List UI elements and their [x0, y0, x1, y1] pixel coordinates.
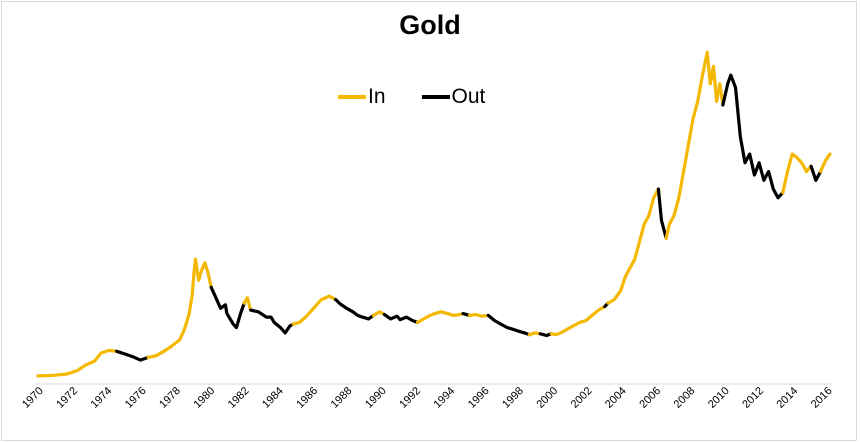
x-tick-label: 1992: [397, 385, 423, 411]
series-segment-out-7: [334, 298, 375, 321]
x-tick-label: 1980: [191, 385, 217, 411]
series-segment-out-13: [486, 313, 531, 337]
series-segment-out-9: [382, 312, 420, 324]
series-segment-out-15: [538, 332, 553, 338]
series-segment-in-6: [291, 294, 338, 326]
legend-label-out: Out: [451, 85, 486, 108]
series-layer: [36, 50, 832, 378]
series-segment-in-12: [467, 312, 490, 318]
x-tick-label: 2000: [534, 385, 560, 411]
x-tick-label: 1984: [260, 385, 286, 411]
chart-legend: In Out: [338, 84, 521, 110]
x-tick-label: 2004: [603, 385, 629, 411]
x-tick-label: 2002: [569, 385, 595, 411]
series-segment-out-19: [656, 187, 668, 240]
legend-item-in: In: [338, 85, 386, 109]
series-segment-in-2: [146, 257, 213, 359]
x-tick-label: 2008: [672, 385, 698, 411]
x-tick-label: 1972: [54, 385, 80, 411]
x-tick-label: 1996: [466, 385, 492, 411]
x-tick-label: 1976: [123, 385, 149, 411]
x-tick-label: 2014: [775, 385, 801, 411]
series-segment-in-10: [415, 310, 465, 324]
series-segment-out-21: [721, 73, 785, 200]
x-tick-label: 1970: [20, 385, 46, 411]
legend-swatch-out: [421, 95, 450, 99]
chart-title: Gold: [399, 10, 461, 40]
x-tick-label: 1988: [329, 385, 355, 411]
series-segment-in-14: [527, 331, 542, 337]
series-segment-in-24: [819, 152, 832, 174]
x-axis: 1970 1972 1974 1976 1978 1980 1982 1984 1986 1988…: [20, 383, 835, 411]
x-tick-label: 1978: [157, 385, 183, 411]
x-tick-label: 1986: [294, 385, 320, 411]
series-segment-in-0: [36, 348, 119, 378]
series-segment-out-1: [115, 349, 150, 362]
x-tick-label: 2012: [740, 385, 766, 411]
series-segment-out-3: [209, 285, 246, 330]
series-segment-out-5: [249, 308, 295, 335]
series-segment-in-16: [549, 305, 607, 337]
x-tick-label: 2006: [637, 385, 663, 411]
legend-swatch-in: [338, 95, 366, 99]
legend-label-in: In: [368, 85, 386, 108]
series-segment-in-22: [781, 152, 813, 195]
x-tick-label: 1982: [226, 385, 252, 411]
x-tick-label: 1990: [363, 385, 389, 411]
legend-item-out: Out: [421, 85, 486, 109]
x-tick-label: 1994: [432, 385, 458, 411]
x-tick-label: 2016: [809, 385, 835, 411]
series-segment-out-23: [809, 164, 823, 182]
series-segment-in-18: [606, 187, 660, 305]
x-tick-label: 1974: [89, 385, 115, 411]
x-tick-label: 1998: [500, 385, 526, 411]
series-segment-in-8: [371, 310, 386, 317]
series-segment-in-4: [242, 296, 253, 312]
series-segment-in-20: [664, 50, 725, 240]
x-tick-label: 2010: [706, 385, 732, 411]
